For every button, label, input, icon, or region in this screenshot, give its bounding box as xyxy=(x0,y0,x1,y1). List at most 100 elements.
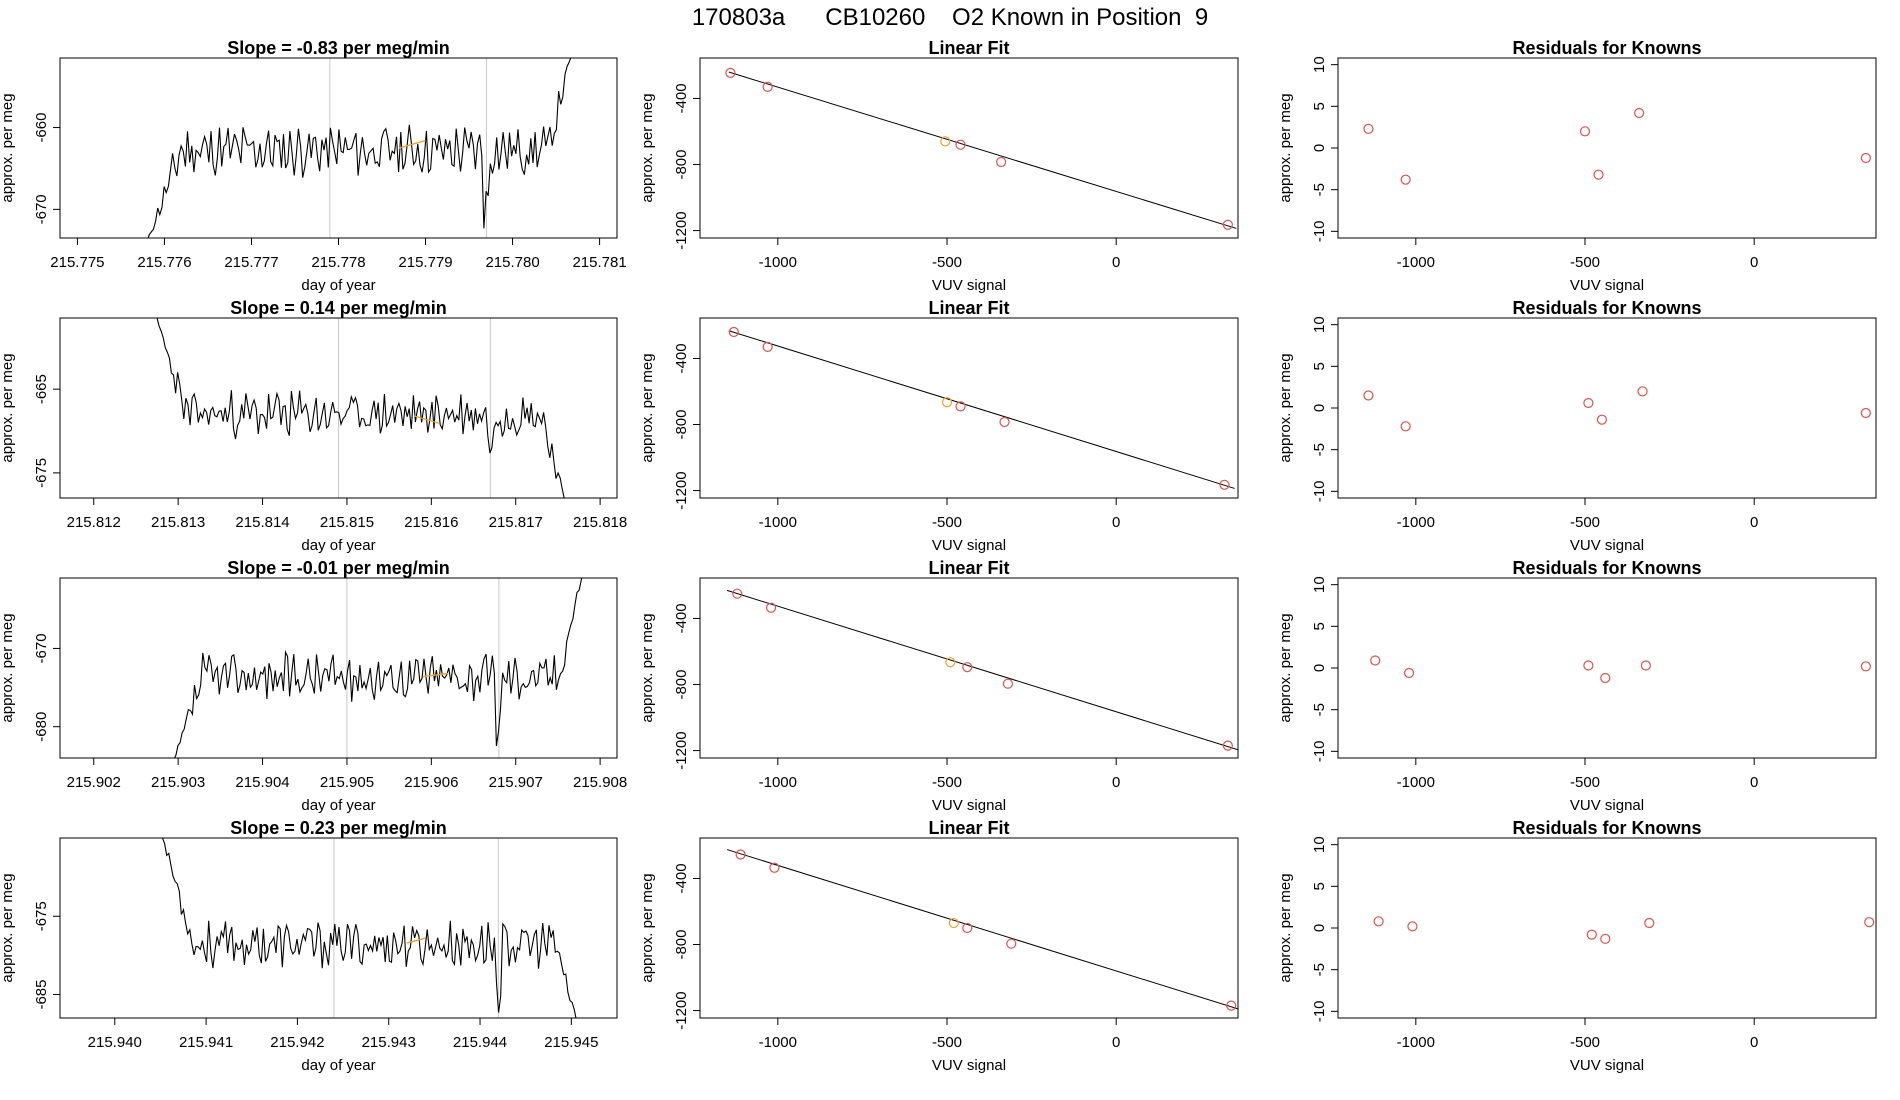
y-tick-label: -5 xyxy=(1311,703,1328,716)
x-axis-label: VUV signal xyxy=(1570,797,1644,814)
y-axis-label: approx. per meg xyxy=(639,613,656,722)
plot-frame xyxy=(699,317,1239,499)
plot-frame xyxy=(59,57,618,239)
x-axis-label: day of year xyxy=(301,1057,375,1074)
x-tick-label: -1000 xyxy=(1397,774,1435,791)
data-point xyxy=(1373,916,1384,927)
data-point xyxy=(955,139,966,150)
y-tick-label: 5 xyxy=(1311,882,1328,890)
data-point xyxy=(1400,421,1411,432)
data-layer xyxy=(728,326,1235,490)
x-tick-label: 215.904 xyxy=(235,774,289,791)
y-tick-label: -800 xyxy=(673,929,690,959)
data-point xyxy=(1586,929,1597,940)
data-point xyxy=(732,588,743,599)
y-tick-label: 0 xyxy=(1311,404,1328,412)
x-tick-label: 215.942 xyxy=(270,1034,324,1051)
panel-r3-c1: Slope = -0.01 per meg/min day of year appr… xyxy=(0,558,627,814)
data-layer xyxy=(1373,916,1875,944)
x-tick-label: 0 xyxy=(1112,1034,1120,1051)
x-tick-label: 0 xyxy=(1750,514,1758,531)
x-tick-label: -1000 xyxy=(759,1034,797,1051)
series-line xyxy=(173,578,583,758)
data-point xyxy=(1222,740,1233,751)
y-axis-label: approx. per meg xyxy=(1277,353,1294,462)
panel-r4-c3: Residuals for Knowns VUV signal approx. pe… xyxy=(1277,818,1877,1074)
x-tick-label: 215.906 xyxy=(404,774,458,791)
data-point xyxy=(1600,672,1611,684)
fit-line xyxy=(726,849,1238,1010)
y-axis-label: approx. per meg xyxy=(0,873,16,982)
y-tick-label: -400 xyxy=(673,863,690,893)
x-axis-label: day of year xyxy=(301,797,375,814)
panel-r2-c2: Linear Fit VUV signal approx. per meg -1000… xyxy=(639,298,1239,554)
x-tick-label: -500 xyxy=(932,1034,962,1051)
x-axis-label: VUV signal xyxy=(1570,277,1644,294)
y-tick-label: 10 xyxy=(1311,576,1328,593)
x-tick-label: 215.943 xyxy=(362,1034,416,1051)
highlight-point xyxy=(945,657,956,668)
data-point xyxy=(1583,397,1594,409)
data-layer xyxy=(726,588,1238,751)
x-tick-label: 215.945 xyxy=(544,1034,598,1051)
y-axis-label: approx. per meg xyxy=(639,353,656,462)
y-tick-label: 10 xyxy=(1311,56,1328,73)
x-tick-label: -1000 xyxy=(759,774,797,791)
y-tick-label: -1200 xyxy=(673,471,690,509)
fit-line xyxy=(728,71,1237,229)
x-tick-label: -500 xyxy=(1570,514,1600,531)
panel-r1-c1: Slope = -0.83 per meg/min day of year appr… xyxy=(0,38,627,294)
x-tick-label: 215.908 xyxy=(573,774,627,791)
data-point xyxy=(1579,126,1591,137)
data-point xyxy=(1226,1000,1237,1011)
fit-line xyxy=(726,589,1238,751)
y-tick-label: 0 xyxy=(1311,144,1328,152)
data-layer xyxy=(156,318,565,498)
data-point xyxy=(1640,660,1652,671)
highlight-segment xyxy=(399,139,426,149)
x-tick-label: -1000 xyxy=(1397,514,1435,531)
plot-frame xyxy=(59,837,618,1019)
data-point xyxy=(765,602,777,613)
panel-title: Linear Fit xyxy=(928,558,1009,578)
data-layer xyxy=(725,67,1237,230)
data-point xyxy=(725,67,736,78)
y-tick-label: -5 xyxy=(1311,183,1328,196)
x-tick-label: 215.813 xyxy=(151,514,205,531)
x-tick-label: 215.818 xyxy=(573,514,627,531)
y-tick-label: -675 xyxy=(33,901,50,931)
x-tick-label: 0 xyxy=(1750,774,1758,791)
x-tick-label: 215.780 xyxy=(485,254,539,271)
x-tick-label: 215.815 xyxy=(320,514,374,531)
y-tick-label: -680 xyxy=(33,712,50,742)
y-tick-label: -685 xyxy=(33,980,50,1010)
x-axis-label: day of year xyxy=(301,537,375,554)
y-axis-label: approx. per meg xyxy=(1277,93,1294,202)
data-layer xyxy=(1363,107,1871,185)
y-tick-label: -400 xyxy=(673,603,690,633)
panel-title: Slope = -0.83 per meg/min xyxy=(227,38,450,58)
y-tick-label: 10 xyxy=(1311,316,1328,333)
panel-r4-c2: Linear Fit VUV signal approx. per meg -1000… xyxy=(639,818,1239,1074)
panel-r3-c2: Linear Fit VUV signal approx. per meg -1000… xyxy=(639,558,1239,814)
y-axis-label: approx. per meg xyxy=(639,873,656,982)
highlight-segment xyxy=(422,672,449,678)
data-layer xyxy=(161,838,577,1018)
y-tick-label: -5 xyxy=(1311,443,1328,456)
y-tick-label: -1200 xyxy=(673,991,690,1029)
plot-frame xyxy=(59,577,618,759)
y-axis-label: approx. per meg xyxy=(0,93,16,202)
x-tick-label: 215.776 xyxy=(137,254,191,271)
x-tick-label: -1000 xyxy=(759,254,797,271)
data-point xyxy=(1403,667,1415,679)
data-point xyxy=(1002,678,1014,689)
x-tick-label: 215.944 xyxy=(453,1034,507,1051)
y-tick-label: -10 xyxy=(1311,480,1328,502)
y-tick-label: -10 xyxy=(1311,740,1328,762)
y-axis-label: approx. per meg xyxy=(0,613,16,722)
x-tick-label: 215.778 xyxy=(311,254,365,271)
data-point xyxy=(1644,917,1655,929)
panel-title: Residuals for Knowns xyxy=(1512,38,1701,58)
data-layer xyxy=(1370,655,1871,684)
data-point xyxy=(1222,219,1233,230)
